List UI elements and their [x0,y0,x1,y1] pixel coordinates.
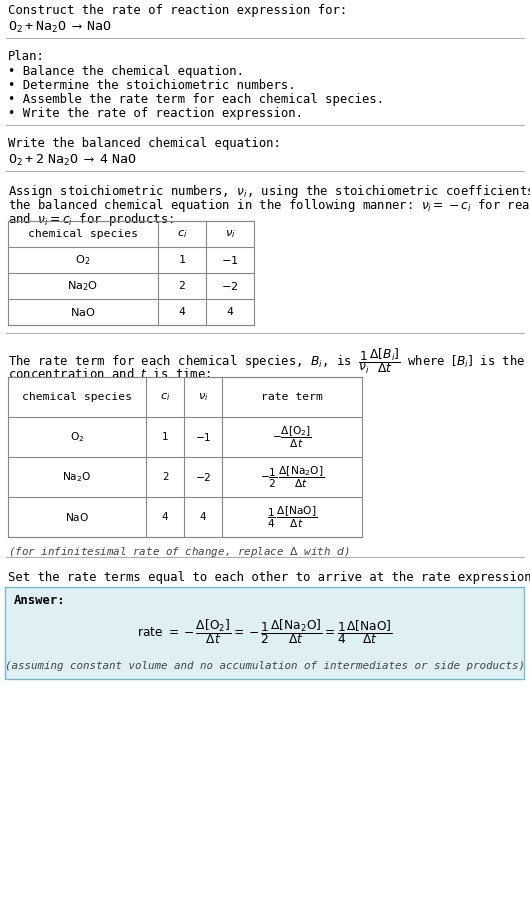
Text: $\mathrm{NaO}$: $\mathrm{NaO}$ [70,306,96,318]
Text: $\mathrm{NaO}$: $\mathrm{NaO}$ [65,511,89,523]
Text: $\mathrm{Na_2O}$: $\mathrm{Na_2O}$ [67,279,99,293]
Bar [8,221,254,325]
Text: 4: 4 [179,307,186,317]
Text: • Determine the stoichiometric numbers.: • Determine the stoichiometric numbers. [8,79,296,92]
Text: $\mathrm{O_2}$: $\mathrm{O_2}$ [70,430,84,444]
Text: $-2$: $-2$ [221,280,239,292]
Text: $c_i$: $c_i$ [177,228,187,240]
Text: 4: 4 [162,512,168,522]
Bar [8,377,362,537]
Text: Set the rate terms equal to each other to arrive at the rate expression:: Set the rate terms equal to each other t… [8,571,530,584]
Text: $c_i$: $c_i$ [160,391,170,403]
Text: $\dfrac{1}{4}\,\dfrac{\Delta[\mathrm{NaO}]}{\Delta t}$: $\dfrac{1}{4}\,\dfrac{\Delta[\mathrm{NaO… [267,504,317,530]
Text: • Assemble the rate term for each chemical species.: • Assemble the rate term for each chemic… [8,93,384,106]
Text: chemical species: chemical species [28,229,138,239]
Text: Plan:: Plan: [8,50,45,63]
Text: 1: 1 [162,432,168,442]
Text: and $\nu_i = c_i$ for products:: and $\nu_i = c_i$ for products: [8,211,174,228]
Text: 2: 2 [179,281,186,291]
Text: $-2$: $-2$ [195,471,211,483]
Text: the balanced chemical equation in the following manner: $\nu_i = -c_i$ for react: the balanced chemical equation in the fo… [8,197,530,214]
FancyBboxPatch shape [5,587,524,679]
Text: Construct the rate of reaction expression for:: Construct the rate of reaction expressio… [8,4,347,17]
Text: $-1$: $-1$ [195,431,211,443]
Text: $-\dfrac{\Delta[\mathrm{O_2}]}{\Delta t}$: $-\dfrac{\Delta[\mathrm{O_2}]}{\Delta t}… [272,424,312,450]
Text: Assign stoichiometric numbers, $\nu_i$, using the stoichiometric coefficients, $: Assign stoichiometric numbers, $\nu_i$, … [8,183,530,200]
Text: 1: 1 [179,255,186,265]
Text: Answer:: Answer: [14,594,66,607]
Text: 4: 4 [200,512,206,522]
Text: Write the balanced chemical equation:: Write the balanced chemical equation: [8,137,281,150]
Text: 2: 2 [162,472,168,482]
Text: $\nu_i$: $\nu_i$ [198,391,208,403]
Text: $\mathrm{Na_2O}$: $\mathrm{Na_2O}$ [63,470,92,484]
Text: $-\dfrac{1}{2}\,\dfrac{\Delta[\mathrm{Na_2O}]}{\Delta t}$: $-\dfrac{1}{2}\,\dfrac{\Delta[\mathrm{Na… [260,464,324,490]
Text: $-1$: $-1$ [221,254,239,266]
Text: • Write the rate of reaction expression.: • Write the rate of reaction expression. [8,107,303,120]
Text: (assuming constant volume and no accumulation of intermediates or side products): (assuming constant volume and no accumul… [5,661,525,671]
Text: The rate term for each chemical species, $B_i$, is $\dfrac{1}{\nu_i}\dfrac{\Delt: The rate term for each chemical species,… [8,347,530,376]
Text: • Balance the chemical equation.: • Balance the chemical equation. [8,65,244,78]
Text: (for infinitesimal rate of change, replace $\Delta$ with $d$): (for infinitesimal rate of change, repla… [8,545,349,559]
Text: concentration and $t$ is time:: concentration and $t$ is time: [8,367,211,381]
Text: $\nu_i$: $\nu_i$ [225,228,235,240]
Text: $\mathtt{O_2 + 2\ Na_2O\ \longrightarrow\ 4\ NaO}$: $\mathtt{O_2 + 2\ Na_2O\ \longrightarrow… [8,153,137,168]
Text: $\mathtt{O_2 + Na_2O\ \longrightarrow\ NaO}$: $\mathtt{O_2 + Na_2O\ \longrightarrow\ N… [8,20,112,35]
Text: chemical species: chemical species [22,392,132,402]
Text: $\mathrm{O_2}$: $\mathrm{O_2}$ [75,253,91,267]
Text: rate term: rate term [261,392,323,402]
Text: 4: 4 [226,307,233,317]
Text: rate $= -\dfrac{\Delta[\mathrm{O_2}]}{\Delta t} = -\dfrac{1}{2}\dfrac{\Delta[\ma: rate $= -\dfrac{\Delta[\mathrm{O_2}]}{\D… [137,617,393,646]
